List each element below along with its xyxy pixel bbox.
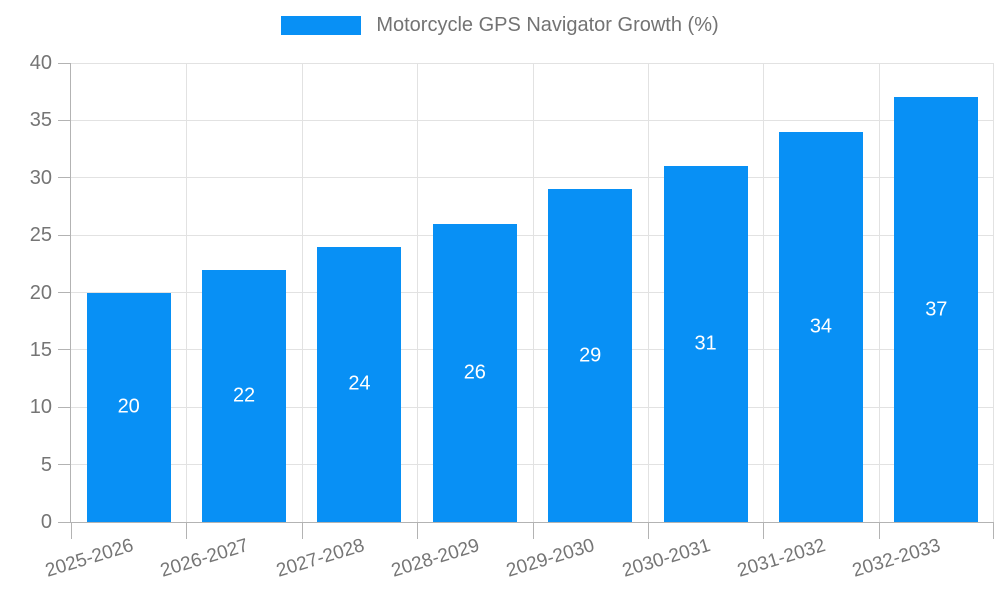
plot-area: 20 22 24 26 29 31 34 37 <box>58 62 994 539</box>
x-axis-tick <box>301 522 303 539</box>
y-axis-tick-label: 5 <box>40 453 52 476</box>
y-axis-tick <box>58 119 71 121</box>
y-axis-tick-label: 10 <box>29 396 52 419</box>
x-axis-category-label: 2030-2031 <box>619 535 713 582</box>
y-axis-tick <box>58 292 71 293</box>
gridline-vertical <box>763 63 765 522</box>
bar[interactable]: 26 <box>432 223 517 522</box>
legend[interactable]: Motorcycle GPS Navigator Growth (%) <box>0 14 1000 37</box>
y-axis-tick-label: 35 <box>29 109 52 132</box>
bar-value-label: 34 <box>809 315 833 338</box>
bar-value-label: 26 <box>463 361 486 384</box>
legend-label: Motorcycle GPS Navigator Growth (%) <box>376 14 719 36</box>
y-axis-tick <box>58 62 71 64</box>
bar-value-label: 24 <box>348 372 371 395</box>
y-axis-tick-label: 20 <box>29 281 52 304</box>
x-axis-tick <box>71 522 72 539</box>
y-axis-tick-label: 0 <box>40 511 52 533</box>
y-axis-tick-label: 30 <box>29 166 52 189</box>
y-axis-tick <box>58 349 71 351</box>
bar[interactable]: 31 <box>663 166 748 522</box>
x-axis-tick <box>532 522 534 539</box>
x-axis-category-label: 2029-2030 <box>504 535 598 582</box>
y-axis-tick <box>58 234 71 236</box>
x-axis-tick <box>763 522 765 539</box>
y-axis-tick <box>58 406 71 408</box>
x-axis-tick <box>993 522 994 539</box>
bar[interactable]: 34 <box>778 131 863 522</box>
gridline-vertical <box>993 63 994 522</box>
gridline-vertical <box>186 63 188 522</box>
bar-value-label: 31 <box>694 332 717 355</box>
bar[interactable]: 22 <box>202 269 287 522</box>
y-axis-tick-label: 40 <box>29 52 52 74</box>
y-axis-tick <box>58 177 71 179</box>
x-axis-category-label: 2026-2027 <box>158 535 252 582</box>
x-axis-category-label: 2028-2029 <box>388 535 482 582</box>
x-axis-category-label: 2025-2026 <box>42 535 136 582</box>
bar[interactable]: 29 <box>548 189 633 522</box>
bar-value-label: 29 <box>579 344 602 367</box>
gridline-vertical <box>532 63 534 522</box>
x-axis-tick <box>417 522 419 539</box>
bar-value-label: 37 <box>925 298 948 321</box>
x-axis-category-label: 2032-2033 <box>850 535 944 582</box>
y-axis-tick-label: 25 <box>29 224 52 247</box>
bar[interactable]: 20 <box>86 292 171 522</box>
gridline-vertical <box>417 63 419 522</box>
gridline-vertical <box>301 63 303 522</box>
bar-value-label: 20 <box>117 395 140 418</box>
y-axis-tick <box>58 521 71 523</box>
x-axis-tick <box>647 522 649 539</box>
y-axis-labels: 0 5 10 15 20 25 30 35 40 <box>0 53 52 532</box>
legend-swatch <box>281 16 362 35</box>
y-axis-tick-label: 15 <box>29 338 52 361</box>
gridline-vertical <box>878 63 880 522</box>
x-axis-tick <box>186 522 188 539</box>
bar[interactable]: 24 <box>317 246 402 522</box>
gridline-vertical <box>647 63 649 522</box>
bar[interactable]: 37 <box>894 97 979 522</box>
x-axis-labels: 2025-2026 2026-2027 2027-2028 2028-2029 2029… <box>43 523 993 600</box>
x-axis-category-label: 2031-2032 <box>735 535 829 582</box>
bar-value-label: 22 <box>232 384 256 407</box>
x-axis-category-label: 2027-2028 <box>273 535 367 582</box>
y-axis-tick <box>58 464 71 466</box>
x-axis-tick <box>878 522 880 539</box>
